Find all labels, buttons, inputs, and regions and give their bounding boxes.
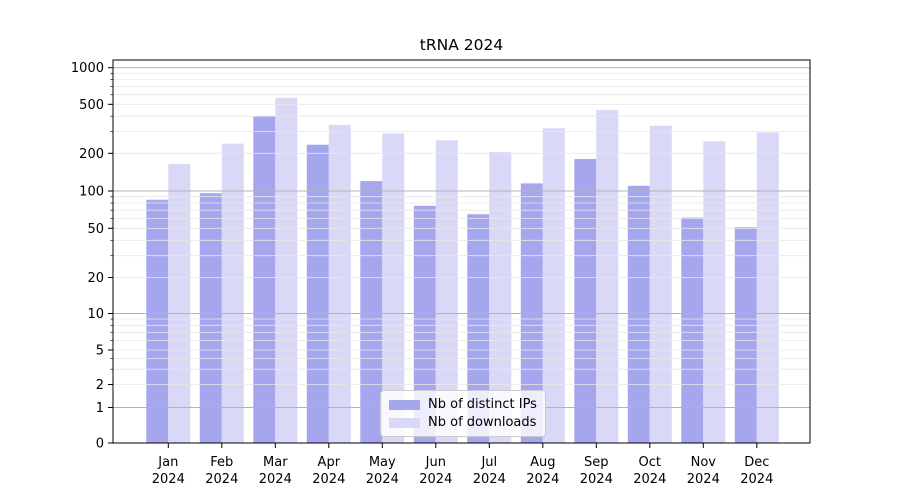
x-tick-label-year: 2024 [526, 472, 559, 487]
x-tick-label-month: Sep [584, 455, 609, 470]
y-tick-label: 1 [96, 401, 104, 416]
x-tick-label-year: 2024 [740, 472, 773, 487]
x-tick-label-month: Oct [639, 455, 661, 470]
bar-downloads-feb-2024 [221, 143, 244, 443]
legend-swatch-distinct-ips [389, 399, 420, 410]
bar-downloads-dec-2024 [756, 132, 779, 443]
x-tick-label-year: 2024 [580, 472, 613, 487]
x-tick-label-year: 2024 [633, 472, 666, 487]
bar-distinct-ips-apr-2024 [306, 144, 329, 443]
x-tick-label-month: Aug [530, 455, 555, 470]
bar-downloads-jun-2024 [435, 140, 458, 444]
x-tick-label-month: Nov [691, 455, 717, 470]
legend-label: Nb of distinct IPs [428, 397, 537, 412]
plot-border [112, 59, 811, 444]
bar-downloads-may-2024 [382, 133, 405, 443]
bar-distinct-ips-dec-2024 [734, 227, 757, 443]
y-tick-label: 200 [79, 147, 104, 162]
x-tick-label-month: Apr [318, 455, 341, 470]
x-tick-label-month: May [369, 455, 396, 470]
bar-distinct-ips-nov-2024 [681, 217, 704, 443]
y-tick-label: 2 [96, 378, 104, 393]
bar-downloads-jan-2024 [168, 163, 191, 444]
bar-distinct-ips-oct-2024 [627, 185, 650, 444]
y-tick-label: 20 [87, 271, 104, 286]
x-tick-label-year: 2024 [687, 472, 720, 487]
x-tick-label-year: 2024 [259, 472, 292, 487]
bar-downloads-jul-2024 [489, 152, 512, 443]
x-tick-label-year: 2024 [473, 472, 506, 487]
bar-downloads-nov-2024 [703, 141, 726, 443]
legend-label: Nb of downloads [428, 415, 537, 430]
y-tick-label: 0 [96, 437, 104, 452]
bar-downloads-mar-2024 [275, 97, 298, 444]
y-tick-label: 5 [96, 344, 104, 359]
x-tick-label-month: Jun [425, 455, 446, 470]
bar-downloads-apr-2024 [328, 124, 351, 444]
x-tick-label-month: Dec [744, 455, 769, 470]
x-tick-label-month: Jul [480, 455, 497, 470]
y-tick-label: 1000 [71, 61, 104, 76]
legend-item: Nb of distinct IPs [389, 397, 545, 412]
x-tick-label-year: 2024 [366, 472, 399, 487]
bar-downloads-sep-2024 [596, 109, 619, 444]
y-tick-label: 50 [87, 222, 104, 237]
bar-distinct-ips-sep-2024 [574, 159, 597, 443]
bar-distinct-ips-may-2024 [360, 181, 383, 443]
x-tick-label-month: Feb [210, 455, 233, 470]
bar-distinct-ips-jul-2024 [467, 214, 490, 443]
x-tick-label-month: Jan [157, 455, 178, 470]
y-tick-label: 500 [79, 98, 104, 113]
legend-item: Nb of downloads [389, 415, 545, 430]
y-tick-label: 100 [79, 185, 104, 200]
x-tick-label-year: 2024 [205, 472, 238, 487]
x-tick-label-year: 2024 [152, 472, 185, 487]
x-tick-label-month: Mar [263, 455, 288, 470]
y-tick-label: 10 [87, 307, 104, 322]
bar-downloads-oct-2024 [649, 125, 672, 443]
x-tick-label-year: 2024 [312, 472, 345, 487]
bar-downloads-aug-2024 [542, 128, 565, 443]
x-tick-label-year: 2024 [419, 472, 452, 487]
bar-distinct-ips-jun-2024 [413, 205, 436, 443]
bar-distinct-ips-jan-2024 [146, 199, 169, 443]
legend-swatch-downloads [389, 417, 420, 428]
legend: Nb of distinct IPs Nb of downloads [380, 390, 546, 437]
chart-title: tRNA 2024 [419, 36, 504, 54]
bar-distinct-ips-mar-2024 [253, 116, 276, 443]
bar-distinct-ips-feb-2024 [199, 193, 222, 443]
